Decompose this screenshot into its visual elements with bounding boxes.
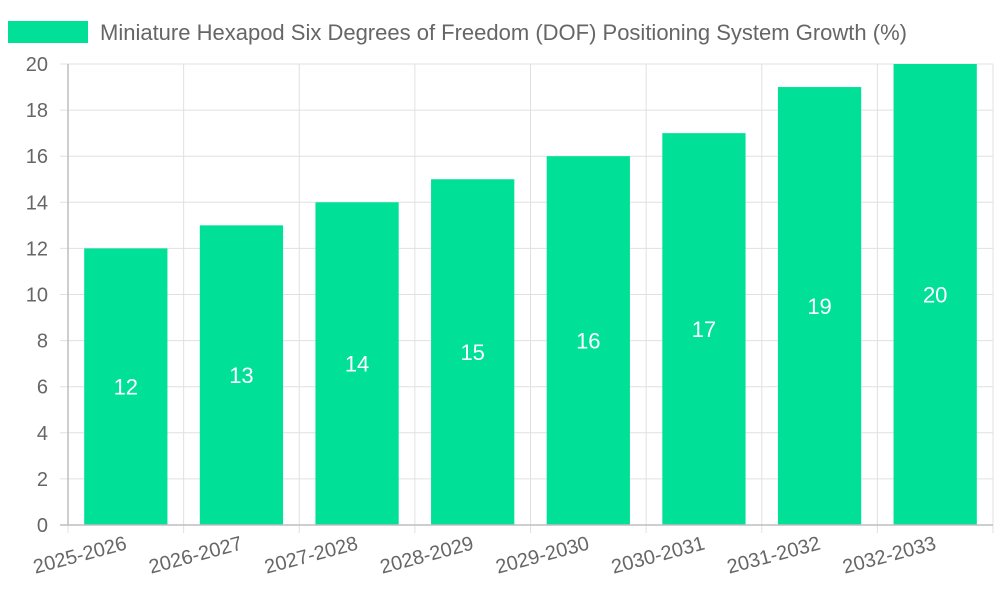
bar[interactable] xyxy=(662,133,746,525)
y-tick-label: 14 xyxy=(26,192,48,214)
bar[interactable] xyxy=(315,202,399,526)
x-tick-label: 2029-2030 xyxy=(494,533,592,579)
data-labels: 12 13 14 15 16 17 19 20 xyxy=(114,283,948,400)
bar[interactable] xyxy=(893,64,977,525)
bar[interactable] xyxy=(431,179,515,525)
bar-value-label: 16 xyxy=(576,329,600,354)
bar[interactable] xyxy=(84,248,168,525)
bar[interactable] xyxy=(199,225,284,525)
x-tick-label: 2032-2033 xyxy=(840,533,938,579)
bar-value-label: 19 xyxy=(807,294,831,319)
legend: Miniature Hexapod Six Degrees of Freedom… xyxy=(8,20,907,45)
legend-swatch[interactable] xyxy=(8,21,88,43)
bar-value-label: 17 xyxy=(692,317,716,342)
y-tick-label: 12 xyxy=(26,238,48,260)
x-tick-label: 2028-2029 xyxy=(378,533,476,579)
bar[interactable] xyxy=(777,87,862,526)
y-tick-label: 10 xyxy=(26,285,48,307)
bars xyxy=(84,64,977,526)
y-tick-label: 6 xyxy=(37,377,48,399)
y-tick-label: 8 xyxy=(37,331,48,353)
bar-value-label: 15 xyxy=(460,340,484,365)
y-tick-label: 16 xyxy=(26,146,48,168)
y-tick-label: 0 xyxy=(37,515,48,537)
x-tick-label: 2025-2026 xyxy=(31,533,129,579)
bar-value-label: 13 xyxy=(229,363,253,388)
bar-value-label: 14 xyxy=(345,352,369,377)
y-tick-label: 18 xyxy=(26,100,48,122)
y-tick-label: 4 xyxy=(37,423,48,445)
x-tick-label: 2027-2028 xyxy=(262,533,360,579)
y-tick-label: 20 xyxy=(26,54,48,76)
bar[interactable] xyxy=(546,156,630,525)
x-tick-label: 2030-2031 xyxy=(609,533,707,579)
bar-value-label: 12 xyxy=(114,375,138,400)
x-tick-label: 2026-2027 xyxy=(147,533,245,579)
x-tick-label: 2031-2032 xyxy=(725,533,823,579)
legend-label[interactable]: Miniature Hexapod Six Degrees of Freedom… xyxy=(100,20,907,45)
y-tick-label: 2 xyxy=(37,469,48,491)
axes xyxy=(60,64,993,526)
bar-value-label: 20 xyxy=(923,283,947,308)
